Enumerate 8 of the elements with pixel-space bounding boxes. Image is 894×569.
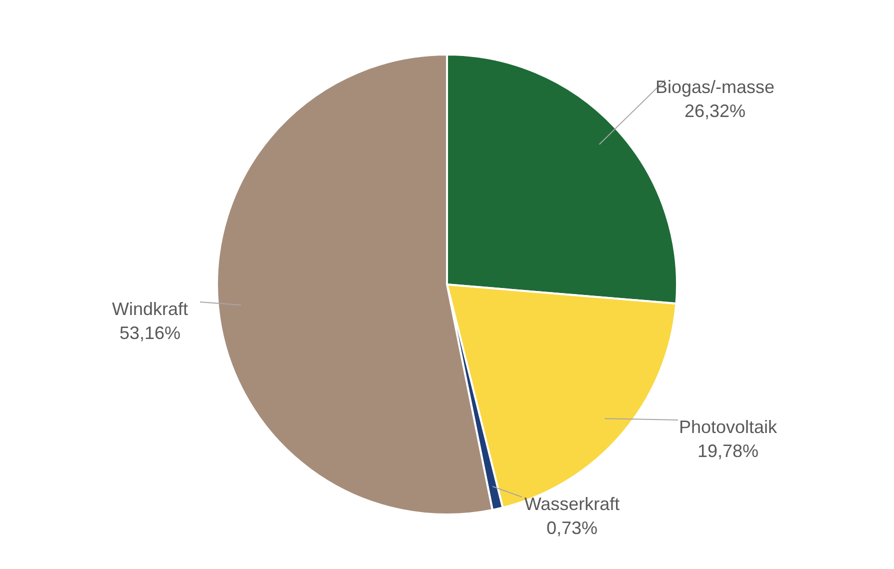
data-label: 53,16%: [119, 323, 181, 343]
slice-label: Wasserkraft: [524, 494, 620, 514]
slice-label: Biogas/-masse: [655, 77, 775, 97]
data-label: 26,32%: [684, 101, 746, 121]
data-label: 19,78%: [697, 441, 759, 461]
data-label: 0,73%: [546, 518, 598, 538]
slice-label: Windkraft: [112, 299, 188, 319]
slice-label: Photovoltaik: [678, 417, 778, 437]
